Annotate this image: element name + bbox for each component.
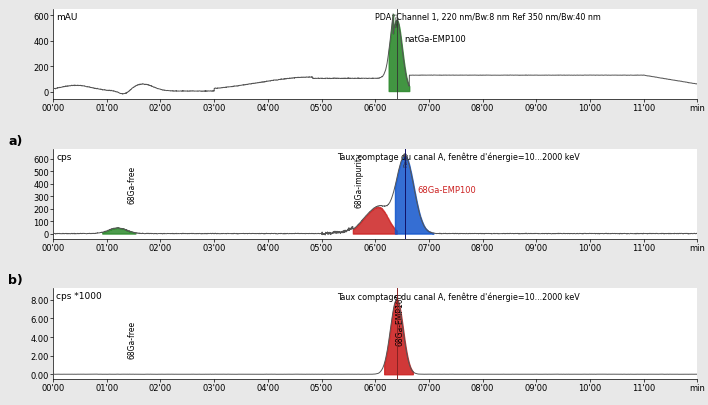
Text: mAU: mAU xyxy=(57,13,78,22)
Text: Reg3: Reg3 xyxy=(404,150,409,166)
Text: Reg1: Reg1 xyxy=(394,11,399,27)
Text: cps: cps xyxy=(57,152,72,161)
Text: Taux comptage du canal A, fenêtre d'énergie=10...2000 keV: Taux comptage du canal A, fenêtre d'éner… xyxy=(336,292,579,301)
Text: b): b) xyxy=(8,273,23,286)
Text: 68Ga-free: 68Ga-free xyxy=(127,320,136,358)
Text: 68Ga-EMP100: 68Ga-EMP100 xyxy=(417,185,476,194)
Text: 68Ga-free: 68Ga-free xyxy=(127,166,136,204)
Text: cps *1000: cps *1000 xyxy=(57,292,102,301)
Text: 68Ga-EMP100: 68Ga-EMP100 xyxy=(395,292,404,345)
Text: PDA: Channel 1, 220 nm/Bw:8 nm Ref 350 nm/Bw:40 nm: PDA: Channel 1, 220 nm/Bw:8 nm Ref 350 n… xyxy=(375,13,601,22)
Text: a): a) xyxy=(8,134,23,147)
Text: natGa-EMP100: natGa-EMP100 xyxy=(404,35,466,44)
Text: 68Ga-impurity: 68Ga-impurity xyxy=(355,152,364,207)
Text: Taux comptage du canal A, fenêtre d'énergie=10...2000 keV: Taux comptage du canal A, fenêtre d'éner… xyxy=(336,152,579,162)
